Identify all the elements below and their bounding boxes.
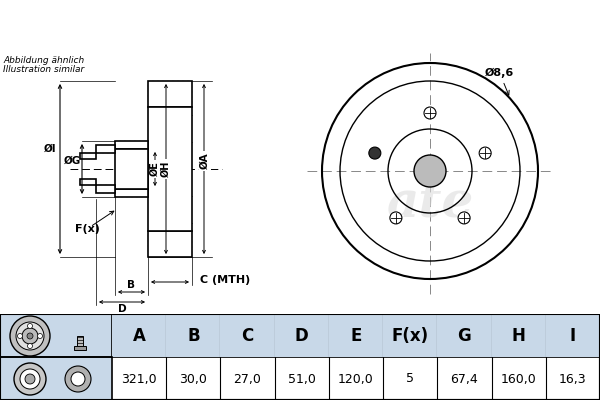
Text: ØI: ØI xyxy=(44,144,56,154)
Text: I: I xyxy=(570,327,576,345)
Circle shape xyxy=(390,212,402,224)
Bar xyxy=(112,314,166,357)
Text: 120,0: 120,0 xyxy=(338,372,374,386)
Text: 30,0: 30,0 xyxy=(179,372,207,386)
Bar xyxy=(148,81,192,107)
Text: Illustration similar: Illustration similar xyxy=(3,65,84,74)
Circle shape xyxy=(37,334,43,338)
Bar xyxy=(115,141,148,149)
Bar xyxy=(546,314,600,357)
Circle shape xyxy=(65,366,91,392)
Bar xyxy=(329,314,383,357)
Text: 67,4: 67,4 xyxy=(451,372,478,386)
Text: 16,3: 16,3 xyxy=(559,372,587,386)
Text: D: D xyxy=(295,327,308,345)
Circle shape xyxy=(16,322,44,350)
Bar xyxy=(115,189,148,197)
Text: 5: 5 xyxy=(406,372,414,386)
Text: 321,0: 321,0 xyxy=(121,372,157,386)
Bar xyxy=(383,314,437,357)
Text: ØA: ØA xyxy=(200,153,210,169)
Text: C (MTH): C (MTH) xyxy=(200,275,250,285)
Text: D: D xyxy=(118,304,127,314)
Circle shape xyxy=(71,372,85,386)
Bar xyxy=(166,314,220,357)
Text: F(x): F(x) xyxy=(75,224,100,234)
Text: Abbildung ähnlich: Abbildung ähnlich xyxy=(3,56,84,65)
Circle shape xyxy=(25,374,35,384)
Text: 160,0: 160,0 xyxy=(501,372,536,386)
Circle shape xyxy=(414,155,446,187)
Text: H: H xyxy=(512,327,526,345)
Circle shape xyxy=(28,324,32,328)
Circle shape xyxy=(17,334,23,338)
Text: A: A xyxy=(133,327,146,345)
Circle shape xyxy=(479,147,491,159)
Text: C: C xyxy=(241,327,254,345)
Text: E: E xyxy=(350,327,362,345)
Text: ate: ate xyxy=(386,180,473,228)
Circle shape xyxy=(27,333,33,339)
Bar xyxy=(275,314,329,357)
Bar xyxy=(77,336,83,348)
Circle shape xyxy=(14,363,46,395)
Bar xyxy=(148,231,192,257)
Text: G: G xyxy=(458,327,472,345)
Text: ØE: ØE xyxy=(150,162,160,176)
Circle shape xyxy=(458,212,470,224)
Circle shape xyxy=(20,369,40,389)
Bar xyxy=(80,179,96,185)
Text: ØG: ØG xyxy=(64,156,80,166)
Text: 430209: 430209 xyxy=(380,13,479,37)
Text: B: B xyxy=(187,327,200,345)
Text: F(x): F(x) xyxy=(392,327,429,345)
Text: ØH: ØH xyxy=(161,161,171,177)
Bar xyxy=(115,149,148,189)
Bar xyxy=(437,314,491,357)
Circle shape xyxy=(22,328,38,344)
Text: Ø8,6: Ø8,6 xyxy=(485,68,514,95)
Circle shape xyxy=(424,107,436,119)
Bar xyxy=(96,145,115,153)
Bar xyxy=(74,346,86,350)
Bar xyxy=(491,314,546,357)
Circle shape xyxy=(369,147,381,159)
Text: 27,0: 27,0 xyxy=(233,372,262,386)
Text: 51,0: 51,0 xyxy=(288,372,316,386)
Text: 24.0130-0209.1: 24.0130-0209.1 xyxy=(126,13,334,37)
Bar xyxy=(80,153,96,159)
Circle shape xyxy=(28,344,32,348)
Bar xyxy=(220,314,275,357)
Text: B: B xyxy=(128,280,136,290)
Bar xyxy=(148,107,192,231)
Bar xyxy=(0,314,112,400)
Circle shape xyxy=(10,316,50,356)
Bar xyxy=(96,185,115,193)
